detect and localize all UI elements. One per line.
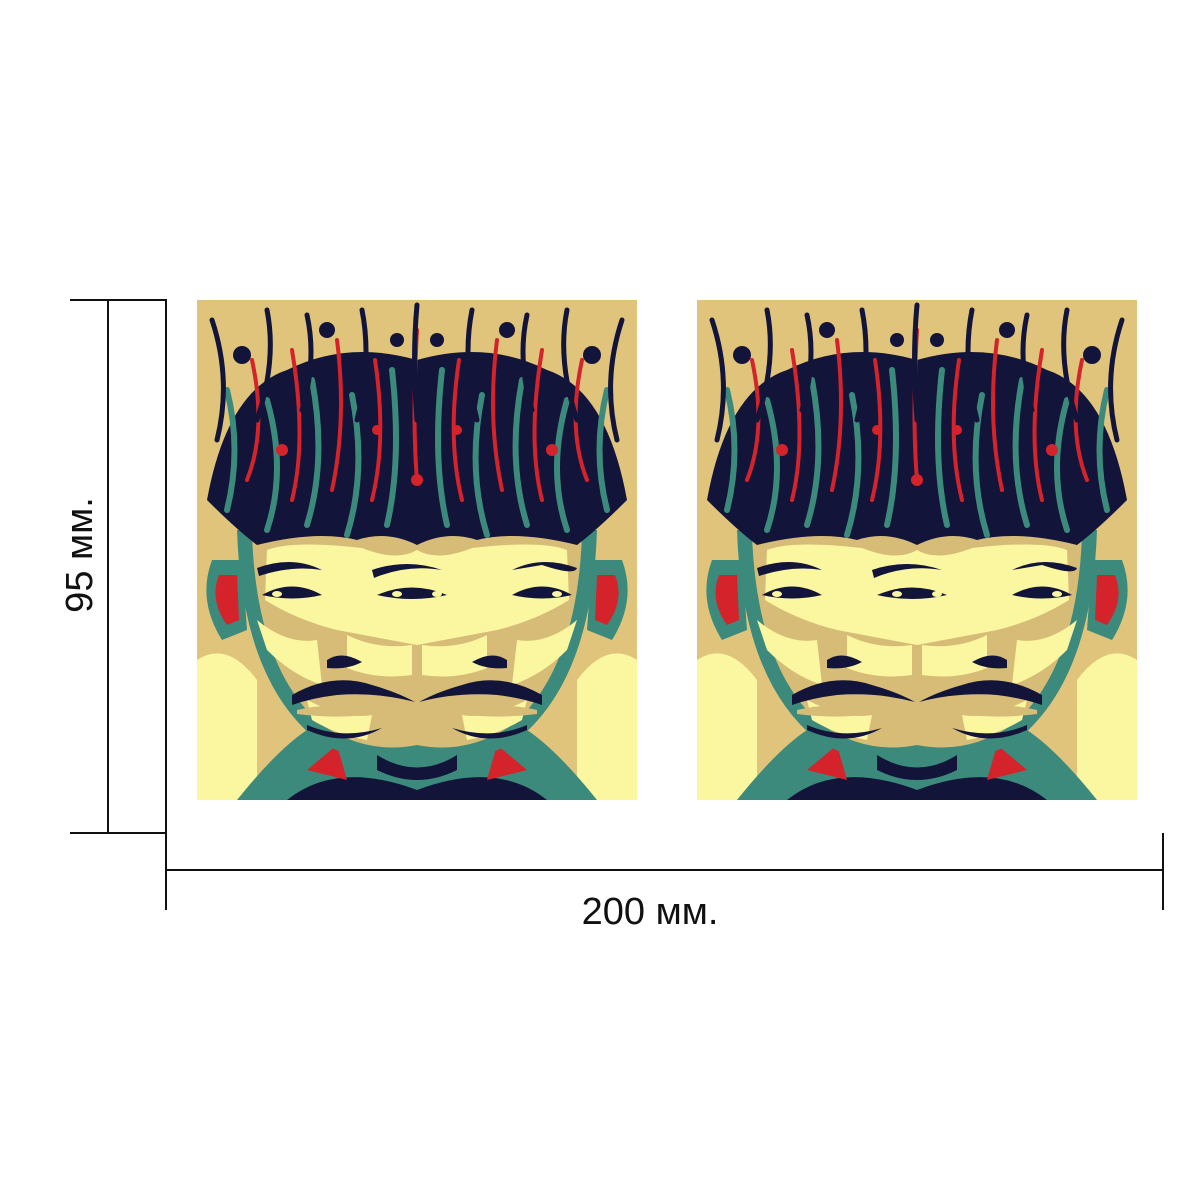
pop-art-portrait-image [197,300,637,800]
height-dimension-label: 95 мм. [59,497,101,613]
pop-art-portrait-image [697,300,1137,800]
width-dimension-label: 200 мм. [581,891,719,933]
artwork-panel-left [197,300,637,800]
artwork-panel-right [697,300,1137,800]
